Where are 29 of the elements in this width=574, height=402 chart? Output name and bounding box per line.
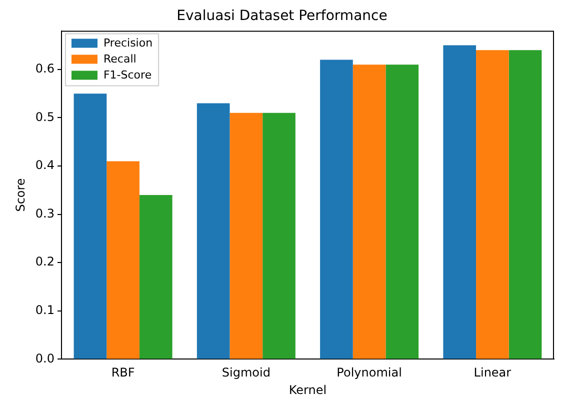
y-tick-label: 0.2 xyxy=(35,254,54,269)
bar xyxy=(443,45,476,359)
bar xyxy=(230,112,263,359)
bar xyxy=(196,103,230,359)
x-tick-label: Polynomial xyxy=(336,366,402,380)
y-tick-label: 0.6 xyxy=(35,62,54,76)
y-tick-label: 0.5 xyxy=(35,110,54,124)
chart-title: Evaluasi Dataset Performance xyxy=(176,8,388,24)
x-tick-label: RBF xyxy=(111,366,135,380)
y-tick-label: 0.3 xyxy=(35,206,54,220)
bar xyxy=(74,94,107,359)
bar xyxy=(139,195,172,359)
legend-label: Precision xyxy=(103,36,153,50)
x-tick-label: Linear xyxy=(474,366,512,380)
y-tick-label: 0.4 xyxy=(35,158,54,172)
bar xyxy=(320,60,353,359)
bar xyxy=(386,64,419,359)
bar xyxy=(262,112,296,359)
y-tick-label: 0.0 xyxy=(35,351,54,366)
y-tick-label: 0.1 xyxy=(35,303,54,318)
legend-label: F1-Score xyxy=(103,68,152,82)
bar xyxy=(476,50,509,359)
bar xyxy=(352,64,386,359)
y-axis-title: Score xyxy=(13,178,28,212)
legend-label: Recall xyxy=(103,52,136,66)
x-tick-label: Sigmoid xyxy=(222,366,270,380)
bar xyxy=(106,161,140,359)
bar xyxy=(508,50,542,359)
x-axis-title: Kernel xyxy=(288,382,327,397)
